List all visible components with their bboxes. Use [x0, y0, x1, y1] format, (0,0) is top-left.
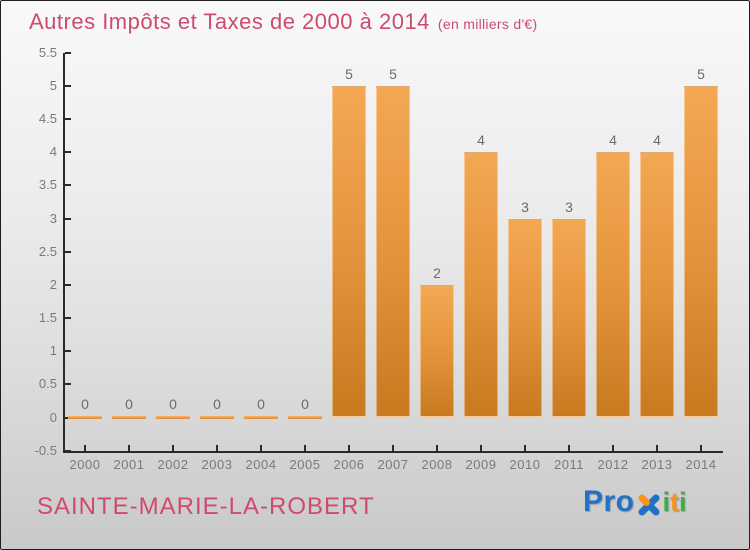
y-tick-mark: [65, 250, 71, 253]
x-tick-label: 2012: [597, 457, 629, 472]
bar: [508, 218, 542, 418]
bar-value-label: 0: [125, 396, 133, 412]
logo-letter-t: t: [670, 486, 680, 517]
y-tick-label: 0: [49, 409, 57, 425]
x-tick-label: 2009: [465, 457, 497, 472]
logo-letter-i2: i: [679, 486, 687, 517]
x-tick-label: 2004: [245, 457, 277, 472]
x-tick-label: 2000: [69, 457, 101, 472]
bar-zero: [112, 416, 146, 419]
x-axis: [63, 451, 723, 453]
x-tick-label: 2013: [641, 457, 673, 472]
x-tick-mark: [392, 445, 394, 451]
bar-zero: [288, 416, 322, 419]
y-tick-mark: [65, 317, 71, 319]
y-tick-label: 3: [49, 210, 57, 226]
bar: [420, 284, 454, 418]
x-tick-mark: [128, 445, 130, 451]
y-tick-label: 5.5: [38, 44, 57, 60]
x-tick-label: 2006: [333, 457, 365, 472]
y-tick-label: -0.5: [34, 442, 57, 458]
y-tick-label: 1.5: [38, 310, 57, 325]
x-tick-mark: [612, 445, 614, 451]
chart-header: Autres Impôts et Taxes de 2000 à 2014 (en…: [29, 9, 537, 35]
x-tick-mark: [172, 445, 174, 451]
bar: [552, 218, 586, 418]
y-tick-label: 4.5: [38, 111, 57, 126]
x-tick-mark: [700, 445, 702, 451]
x-tick-mark: [480, 445, 482, 451]
bar-value-label: 0: [301, 396, 309, 412]
x-tick-label: 2003: [201, 457, 233, 472]
bar-value-label: 5: [389, 65, 397, 82]
bar-value-label: 2: [433, 264, 441, 281]
x-tick-mark: [304, 445, 306, 451]
proxiti-logo[interactable]: Pro i t i: [583, 485, 687, 519]
x-tick-mark: [436, 445, 438, 451]
x-tick-mark: [524, 445, 526, 451]
logo-letter-i1: i: [662, 486, 671, 517]
city-name: SAINTE-MARIE-LA-ROBERT: [37, 493, 375, 520]
bar: [376, 85, 410, 418]
chart-subtitle: (en milliers d'€): [437, 16, 538, 32]
y-tick-label: 5: [49, 77, 57, 93]
x-tick-label: 2005: [289, 457, 321, 472]
y-tick-mark: [65, 118, 71, 120]
x-tick-label: 2008: [421, 457, 453, 472]
y-tick-mark: [65, 283, 71, 286]
y-tick-mark: [65, 449, 71, 452]
x-tick-label: 2011: [554, 457, 584, 472]
bar-value-label: 5: [697, 65, 705, 82]
x-tick-label: 2001: [113, 457, 145, 472]
y-tick-label: 1: [49, 343, 57, 359]
x-tick-mark: [568, 445, 570, 451]
y-tick-label: 4: [49, 144, 57, 160]
x-tick-label: 2007: [377, 457, 409, 472]
logo-x-icon: [638, 494, 660, 516]
y-tick-label: 2.5: [38, 243, 57, 259]
y-tick-mark: [65, 217, 71, 220]
x-tick-mark: [84, 445, 86, 451]
bar: [684, 85, 718, 418]
bar: [332, 85, 366, 418]
bar-zero: [200, 416, 234, 419]
x-tick-label: 2002: [157, 457, 189, 472]
x-tick-mark: [656, 445, 658, 451]
bar: [640, 152, 674, 418]
bar-value-label: 0: [81, 396, 89, 412]
bar-value-label: 4: [653, 132, 661, 149]
y-axis: [63, 53, 65, 453]
bar-value-label: 3: [521, 198, 529, 215]
y-tick-label: 2: [49, 276, 57, 292]
x-tick-label: 2014: [685, 457, 717, 472]
x-tick-mark: [348, 445, 350, 451]
logo-pro-text: Pro: [583, 485, 635, 518]
chart-title: Autres Impôts et Taxes de 2000 à 2014: [29, 9, 430, 34]
bar-value-label: 0: [213, 396, 221, 412]
y-tick-mark: [65, 84, 71, 87]
bar-value-label: 0: [257, 396, 265, 412]
bar-value-label: 5: [345, 65, 353, 82]
x-tick-mark: [260, 445, 262, 451]
y-tick-mark: [65, 350, 71, 353]
bar-zero: [244, 416, 278, 419]
bar: [596, 152, 630, 418]
x-tick-mark: [216, 445, 218, 451]
bar-zero: [156, 416, 190, 419]
y-tick-label: 3.5: [38, 177, 57, 193]
bar-value-label: 0: [169, 396, 177, 412]
y-tick-mark: [65, 151, 71, 154]
y-tick-mark: [65, 51, 71, 54]
bar: [464, 152, 498, 418]
y-tick-mark: [65, 383, 71, 386]
y-tick-mark: [65, 184, 71, 187]
bar-zero: [68, 416, 102, 419]
bar-value-label: 4: [609, 132, 617, 149]
bar-value-label: 3: [565, 198, 573, 215]
y-tick-label: 0.5: [38, 376, 57, 392]
bar-value-label: 4: [477, 132, 485, 149]
x-tick-label: 2010: [509, 457, 541, 472]
